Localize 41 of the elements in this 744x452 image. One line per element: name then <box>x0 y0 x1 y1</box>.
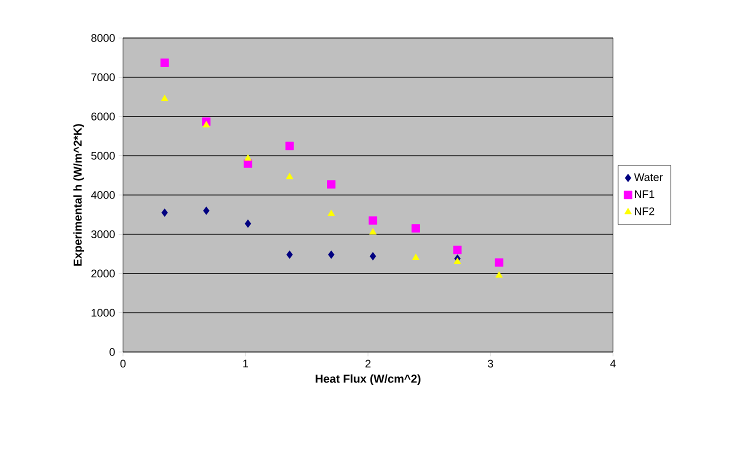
legend-label: NF2 <box>634 207 654 216</box>
point <box>161 94 168 102</box>
y-tick-label: 4000 <box>91 191 115 199</box>
point <box>203 206 210 215</box>
point <box>328 250 334 259</box>
point <box>412 254 420 260</box>
y-tick-label: 0 <box>110 348 115 356</box>
point <box>454 258 462 264</box>
point <box>161 208 168 217</box>
point <box>160 58 169 67</box>
y-tick-label: 1000 <box>92 308 115 317</box>
point <box>328 210 335 216</box>
x-tick-label: 4 <box>610 360 616 368</box>
point <box>453 246 462 254</box>
y-tick-label: 2000 <box>91 270 115 278</box>
point <box>244 154 252 161</box>
x-tick-label: 1 <box>243 360 248 368</box>
point <box>412 224 420 233</box>
point <box>202 120 210 128</box>
point <box>286 250 293 259</box>
point <box>494 258 504 267</box>
y-tick-label: 5000 <box>91 152 115 160</box>
x-tick-label: 3 <box>488 360 494 368</box>
point <box>244 219 252 228</box>
y-tick-label: 8000 <box>91 34 115 42</box>
point <box>368 216 378 225</box>
y-tick-label: 6000 <box>91 112 115 120</box>
point <box>286 172 294 180</box>
point <box>369 228 377 234</box>
y-axis-title: Experimental h (W/m^2*K) <box>73 124 84 266</box>
point <box>495 271 503 278</box>
y-tick-label: 3000 <box>91 230 115 238</box>
x-axis-title: Heat Flux (W/cm^2) <box>316 374 420 386</box>
y-tick-label: 7000 <box>91 73 115 82</box>
x-tick-label: 0 <box>120 360 126 368</box>
x-tick-label: 2 <box>366 360 370 368</box>
legend-label: Water <box>634 173 663 182</box>
legend-label: NF1 <box>634 190 654 198</box>
point <box>285 142 294 150</box>
point <box>327 180 336 189</box>
point <box>370 252 376 260</box>
